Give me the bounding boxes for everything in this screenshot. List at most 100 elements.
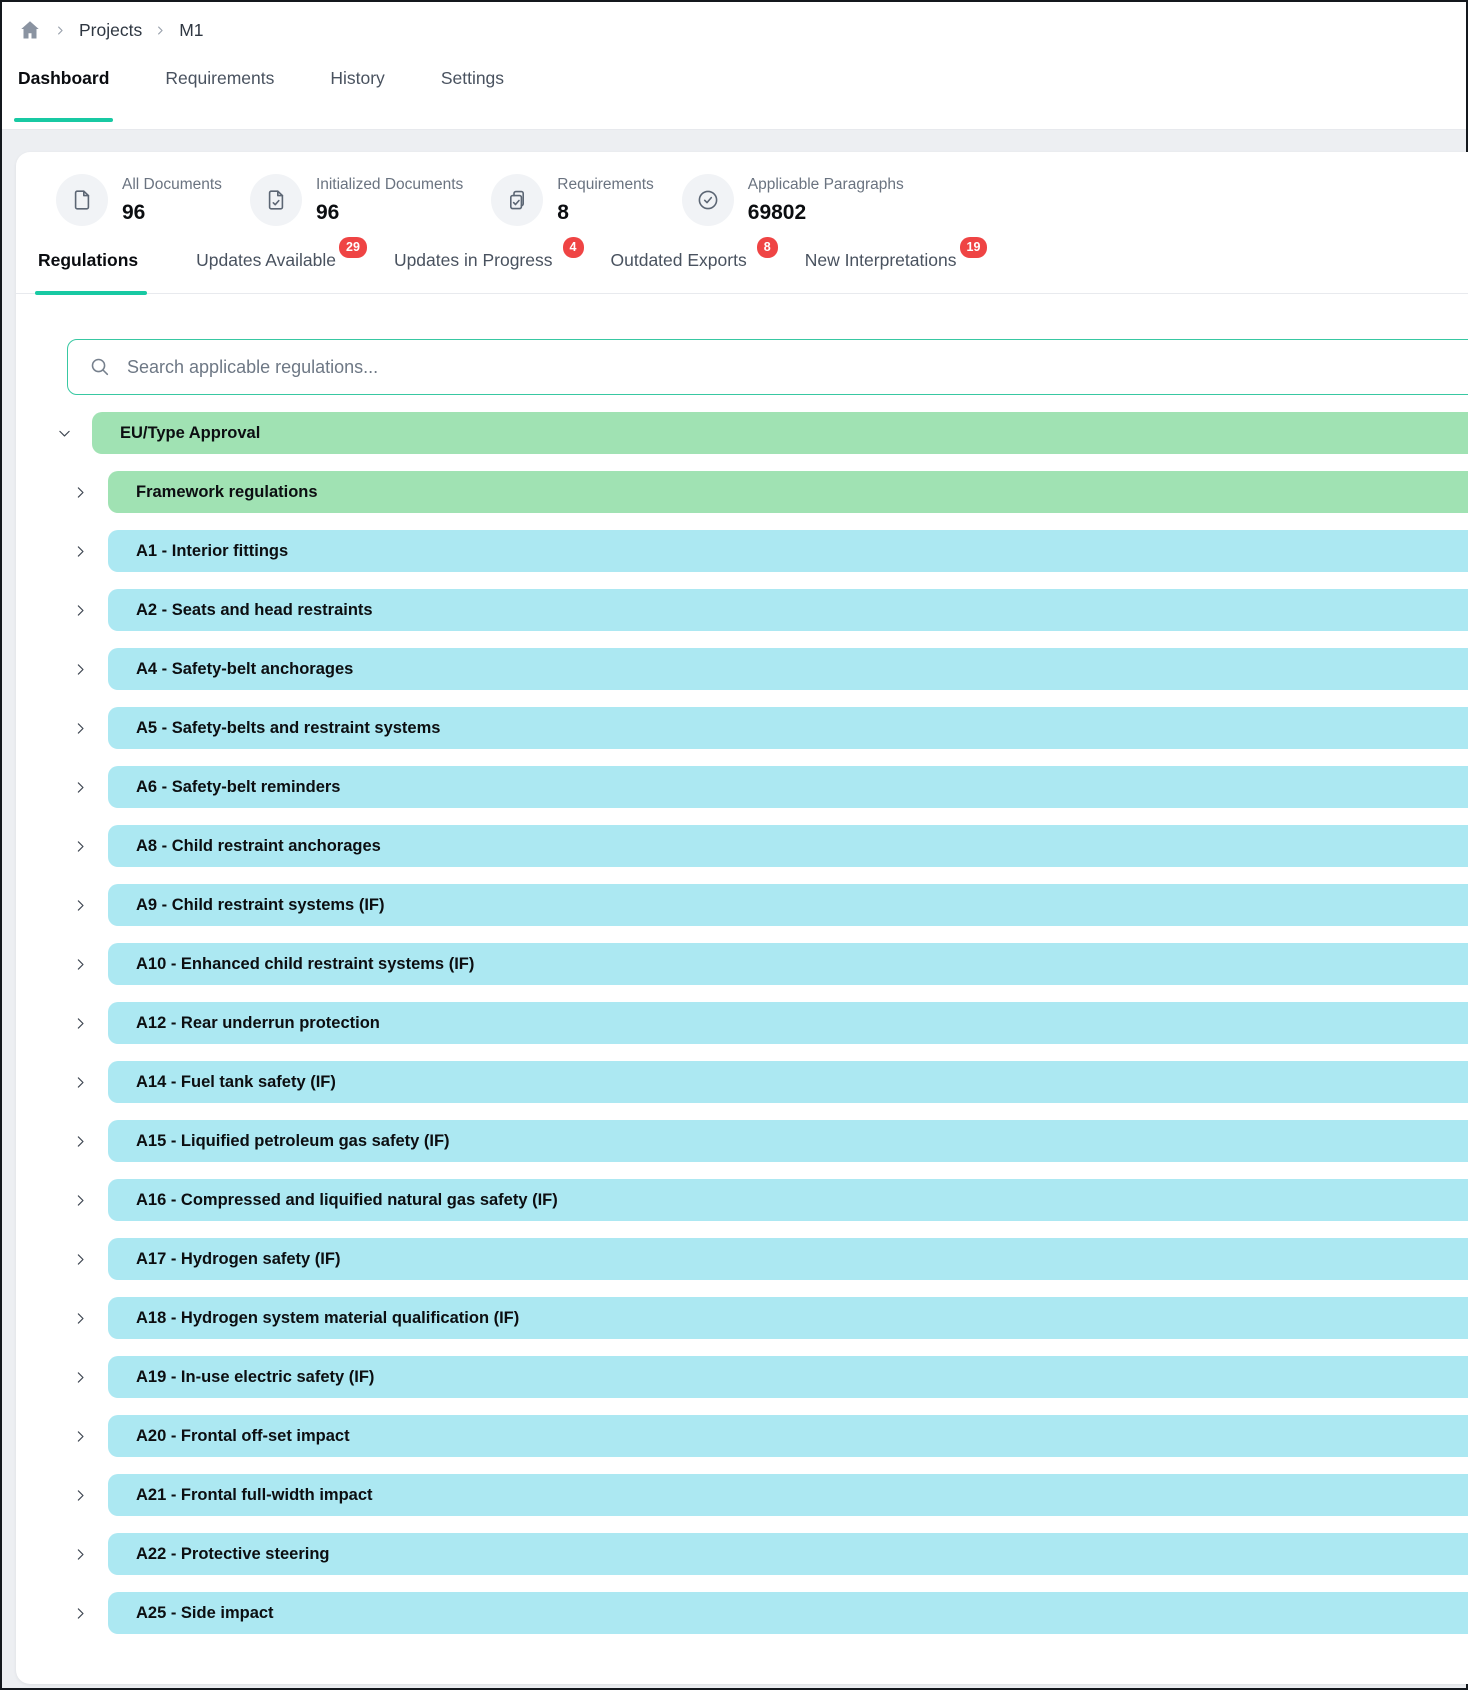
count-badge: 8 (756, 237, 778, 258)
regulation-label: A9 - Child restraint systems (IF) (136, 895, 385, 914)
search-box (67, 339, 1468, 395)
regulation-bar[interactable]: A19 - In-use electric safety (IF) (108, 1356, 1468, 1398)
dashboard-card: All Documents 96 Initialized Documents 96 Re… (16, 152, 1468, 1684)
chevron-right-icon[interactable] (66, 1251, 94, 1268)
chevron-right-icon[interactable] (66, 1310, 94, 1327)
breadcrumb-item-m1[interactable]: M1 (179, 19, 204, 40)
chevron-right-icon[interactable] (66, 897, 94, 914)
regulation-bar[interactable]: A14 - Fuel tank safety (IF) (108, 1061, 1468, 1103)
search-input[interactable] (125, 340, 1468, 394)
regulation-bar[interactable]: A18 - Hydrogen system material qualifica… (108, 1297, 1468, 1339)
regulation-bar[interactable]: A1 - Interior fittings (108, 530, 1468, 572)
subtab-new-interpretations[interactable]: New Interpretations 19 (804, 237, 988, 293)
main-tab-bar: Dashboard Requirements History Settings (13, 68, 1466, 122)
count-badge: 4 (562, 237, 584, 258)
tab-requirements[interactable]: Requirements (165, 68, 275, 88)
regulation-bar[interactable]: A20 - Frontal off-set impact (108, 1415, 1468, 1457)
breadcrumb-separator-icon (153, 23, 168, 38)
subtab-outdated-exports[interactable]: Outdated Exports 8 (610, 237, 778, 293)
subtab-regulations[interactable]: Regulations (34, 250, 148, 295)
tab-history[interactable]: History (330, 68, 385, 88)
chevron-right-icon[interactable] (66, 1133, 94, 1150)
regulation-label: A22 - Protective steering (136, 1544, 330, 1563)
subtab-label: Outdated Exports (610, 250, 747, 270)
regulation-bar[interactable]: A15 - Liquified petroleum gas safety (IF… (108, 1120, 1468, 1162)
stat-label: Initialized Documents (315, 176, 464, 193)
regulation-bar[interactable]: A2 - Seats and head restraints (108, 589, 1468, 631)
tree-row-a8-child-restraint-anchorages: A8 - Child restraint anchorages (16, 825, 1468, 867)
regulation-bar[interactable]: A22 - Protective steering (108, 1533, 1468, 1575)
tree-row-a1-interior-fittings: A1 - Interior fittings (16, 530, 1468, 572)
stat-label: Requirements (557, 176, 654, 193)
subtab-updates-in-progress[interactable]: Updates in Progress 4 (393, 237, 584, 293)
regulation-label: A10 - Enhanced child restraint systems (… (136, 954, 475, 973)
chevron-right-icon[interactable] (66, 1487, 94, 1504)
chevron-right-icon[interactable] (66, 1546, 94, 1563)
regulation-label: A2 - Seats and head restraints (136, 600, 373, 619)
tree-row-a14-fuel-tank-safety-if: A14 - Fuel tank safety (IF) (16, 1061, 1468, 1103)
subtab-label: New Interpretations (804, 250, 957, 270)
regulation-label: A17 - Hydrogen safety (IF) (136, 1249, 341, 1268)
stat-requirements: Requirements 8 (491, 172, 654, 226)
chevron-right-icon[interactable] (66, 1192, 94, 1209)
regulation-bar[interactable]: A10 - Enhanced child restraint systems (… (108, 943, 1468, 985)
regulation-bar[interactable]: A16 - Compressed and liquified natural g… (108, 1179, 1468, 1221)
regulation-bar[interactable]: Framework regulations (108, 471, 1468, 513)
chevron-right-icon[interactable] (66, 1605, 94, 1622)
chevron-down-icon[interactable] (50, 425, 78, 442)
search-icon (89, 356, 111, 378)
stat-applicable-paragraphs: Applicable Paragraphs 69802 (681, 172, 904, 226)
chevron-right-icon[interactable] (66, 1074, 94, 1091)
breadcrumb-item-projects[interactable]: Projects (79, 19, 143, 40)
home-icon[interactable] (18, 18, 42, 42)
stat-initialized-documents: Initialized Documents 96 (249, 172, 464, 226)
tree-row-framework-regulations: Framework regulations (16, 471, 1468, 513)
regulation-bar[interactable]: A25 - Side impact (108, 1592, 1468, 1634)
regulation-bar[interactable]: A8 - Child restraint anchorages (108, 825, 1468, 867)
chevron-right-icon[interactable] (66, 779, 94, 796)
regulation-bar[interactable]: EU/Type Approval (92, 412, 1468, 454)
tab-dashboard[interactable]: Dashboard (13, 68, 114, 122)
stat-label: All Documents (122, 176, 222, 193)
regulation-bar[interactable]: A9 - Child restraint systems (IF) (108, 884, 1468, 926)
tree-row-a4-safety-belt-anchorages: A4 - Safety-belt anchorages (16, 648, 1468, 690)
chevron-right-icon[interactable] (66, 1428, 94, 1445)
chevron-right-icon[interactable] (66, 602, 94, 619)
chevron-right-icon[interactable] (66, 956, 94, 973)
stat-value: 96 (122, 201, 146, 224)
clipboard-check-icon (491, 174, 544, 226)
tree-row-a6-safety-belt-reminders: A6 - Safety-belt reminders (16, 766, 1468, 808)
tree-row-a22-protective-steering: A22 - Protective steering (16, 1533, 1468, 1575)
page-header: Projects M1 Dashboard Requirements History S… (2, 2, 1466, 130)
regulation-bar[interactable]: A6 - Safety-belt reminders (108, 766, 1468, 808)
regulation-label: A12 - Rear underrun protection (136, 1013, 380, 1032)
regulation-label: A6 - Safety-belt reminders (136, 777, 341, 796)
regulation-label: A1 - Interior fittings (136, 541, 289, 560)
regulation-label: A19 - In-use electric safety (IF) (136, 1367, 375, 1386)
regulation-bar[interactable]: A17 - Hydrogen safety (IF) (108, 1238, 1468, 1280)
regulation-bar[interactable]: A12 - Rear underrun protection (108, 1002, 1468, 1044)
subtab-label: Updates in Progress (393, 250, 553, 270)
count-badge: 29 (339, 237, 367, 258)
regulation-bar[interactable]: A4 - Safety-belt anchorages (108, 648, 1468, 690)
subtab-label: Regulations (38, 250, 139, 270)
chevron-right-icon[interactable] (66, 720, 94, 737)
stat-all-documents: All Documents 96 (56, 172, 222, 226)
regulation-bar[interactable]: A21 - Frontal full-width impact (108, 1474, 1468, 1516)
chevron-right-icon[interactable] (66, 661, 94, 678)
chevron-right-icon[interactable] (66, 1015, 94, 1032)
chevron-right-icon[interactable] (66, 543, 94, 560)
document-check-icon (249, 174, 302, 226)
tree-row-eu-type-approval: EU/Type Approval (16, 412, 1468, 454)
subtab-updates-available[interactable]: Updates Available 29 (196, 237, 367, 293)
chevron-right-icon[interactable] (66, 1369, 94, 1386)
stats-row: All Documents 96 Initialized Documents 96 Re… (16, 172, 1468, 226)
tree-row-a2-seats-and-head-restraints: A2 - Seats and head restraints (16, 589, 1468, 631)
tab-settings[interactable]: Settings (440, 68, 505, 88)
document-icon (56, 174, 108, 226)
chevron-right-icon[interactable] (66, 838, 94, 855)
regulation-bar[interactable]: A5 - Safety-belts and restraint systems (108, 707, 1468, 749)
chevron-right-icon[interactable] (66, 484, 94, 501)
tree-row-a19-in-use-electric-safety-if: A19 - In-use electric safety (IF) (16, 1356, 1468, 1398)
count-badge: 19 (959, 237, 988, 258)
